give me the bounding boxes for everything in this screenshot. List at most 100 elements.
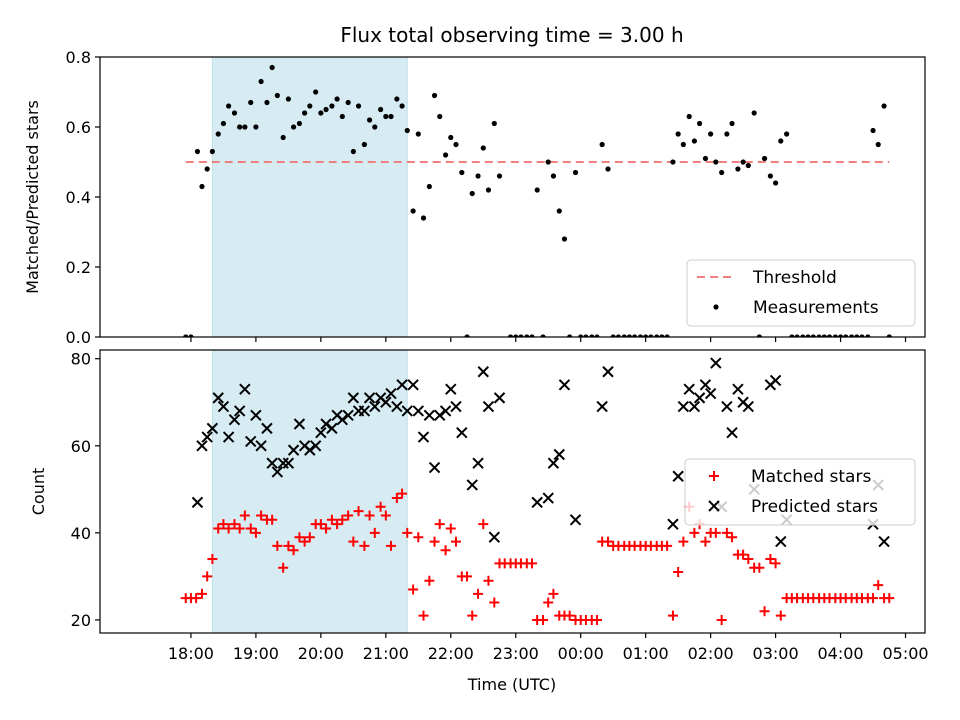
legend: Matched stars Predicted stars	[684, 458, 916, 526]
measurement-point	[339, 113, 345, 120]
matched-stars-point	[288, 545, 299, 556]
measurement-point	[529, 334, 535, 337]
measurement-point	[404, 127, 410, 134]
measurement-point	[632, 334, 638, 337]
predicted-stars-point	[542, 492, 554, 504]
measurement-point	[194, 148, 201, 155]
x-tick-label: 20:00	[298, 644, 344, 663]
measurement-point	[507, 334, 514, 337]
measurement-point	[496, 173, 503, 179]
matched-stars-point	[348, 536, 359, 547]
measurement-point	[810, 334, 816, 337]
measurement-point	[859, 334, 865, 337]
matched-stars-point	[332, 519, 343, 530]
measurement-point	[296, 120, 303, 127]
legend-predicted-label: Predicted stars	[751, 497, 878, 517]
predicted-stars-point	[212, 392, 224, 404]
matched-stars-point	[770, 558, 781, 569]
matched-stars-point	[413, 532, 424, 543]
predicted-stars-point	[721, 400, 733, 413]
predicted-stars-point	[239, 383, 251, 395]
measurement-point	[805, 334, 811, 337]
measurement-point	[302, 110, 308, 116]
measurement-point	[648, 334, 654, 337]
predicted-stars-point	[315, 427, 327, 439]
measurement-point	[680, 141, 686, 148]
measurement-point	[323, 106, 329, 113]
y-tick-label: 0.6	[66, 118, 91, 137]
predicted-stars-point	[342, 409, 354, 422]
measurement-point	[578, 334, 584, 337]
measurement-point	[675, 131, 681, 137]
matched-stars-point	[473, 588, 484, 599]
legend-predicted-swatch	[708, 500, 720, 512]
plot-area	[183, 64, 892, 337]
measurement-point	[719, 169, 725, 176]
matched-stars-point	[424, 575, 435, 586]
matched-stars-point	[429, 536, 440, 547]
matched-stars-point	[359, 540, 370, 551]
matched-stars-point	[391, 493, 402, 504]
predicted-stars-point	[493, 392, 506, 404]
measurement-point	[290, 124, 297, 130]
measurement-point	[285, 96, 291, 102]
measurement-point	[215, 131, 221, 137]
measurement-point	[589, 334, 595, 337]
matched-stars-point	[434, 519, 445, 530]
predicted-stars-point	[450, 400, 462, 413]
measurement-point	[708, 131, 714, 137]
matched-stars-point	[196, 588, 207, 599]
measurement-point	[610, 334, 616, 337]
bottom-panel: 20 40 60 80 18:00 19:00 20:00 21:00 22:00 23:00 00…	[29, 349, 929, 663]
measurement-point	[870, 127, 876, 134]
measurement-point	[442, 152, 449, 158]
measurement-point	[485, 187, 492, 193]
measurement-point	[626, 334, 633, 337]
predicted-stars-point	[255, 440, 267, 452]
observing-time-span	[211, 349, 408, 634]
predicted-stars-point	[472, 457, 484, 469]
measurement-point	[729, 120, 735, 127]
measurement-point	[280, 134, 286, 141]
measurement-point	[188, 334, 194, 337]
predicted-stars-point	[726, 427, 738, 439]
measurement-point	[843, 334, 849, 337]
matched-stars-point	[250, 527, 261, 538]
matched-stars-point	[678, 536, 689, 547]
predicted-stars-point	[347, 392, 360, 404]
series-matched-stars	[180, 488, 895, 625]
chart-title: Flux total observing time = 3.00 h	[340, 23, 683, 47]
x-tick-label: 01:00	[623, 644, 669, 663]
measurement-point	[420, 215, 427, 221]
y-tick-label: 20	[71, 611, 91, 630]
measurement-point	[767, 173, 773, 179]
y-axis-label: Count	[29, 468, 48, 516]
legend: Threshold Measurements	[686, 259, 916, 327]
measurement-point	[464, 334, 470, 337]
predicted-stars-point	[206, 422, 219, 435]
predicted-stars-point	[412, 405, 425, 417]
measurement-point	[724, 131, 730, 137]
predicted-stars-point	[775, 535, 787, 548]
measurement-point	[696, 120, 703, 127]
matched-stars-point	[402, 527, 413, 538]
measurement-point	[621, 334, 627, 337]
x-tick-label: 19:00	[233, 644, 279, 663]
measurement-point	[772, 180, 779, 186]
predicted-stars-point	[261, 422, 273, 435]
matched-stars-point	[321, 523, 332, 534]
matched-stars-point	[223, 523, 234, 534]
y-tick-label: 80	[71, 350, 91, 369]
matched-stars-point	[256, 510, 267, 521]
legend-box	[686, 259, 916, 327]
measurement-point	[691, 138, 697, 144]
matched-stars-point	[202, 571, 213, 582]
y-axis-label: Matched/Predicted stars	[23, 100, 42, 294]
measurement-point	[881, 103, 887, 109]
predicted-stars-point	[558, 379, 571, 391]
measurement-point	[670, 159, 676, 165]
measurement-point	[204, 166, 210, 172]
matched-stars-point	[591, 614, 602, 625]
predicted-stars-point	[363, 392, 376, 404]
